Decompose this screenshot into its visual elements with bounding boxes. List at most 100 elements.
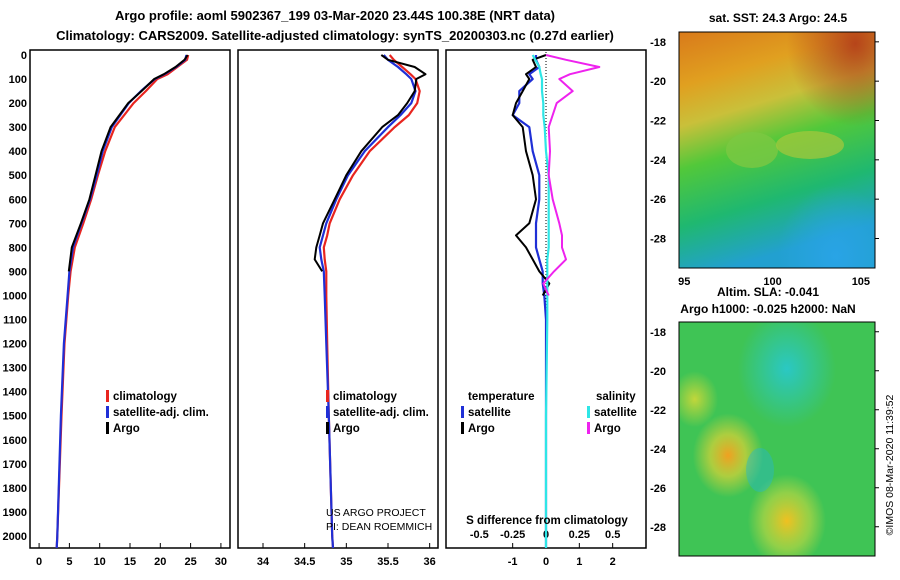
depth-axis: 0 100 200 300 400 500 600 700 800 900 1000 1100 1200…	[3, 50, 451, 543]
depth-tick-label: 1100	[3, 315, 27, 327]
salinity-diff-tick-label: -0.25	[500, 529, 525, 541]
legend-swatch-sal-argo	[587, 422, 590, 434]
lat-tick-label: -20	[650, 366, 666, 378]
legend-swatch-temp-satellite	[461, 406, 464, 418]
legend-swatch-satellite-adj	[326, 406, 329, 418]
depth-tick-label: 1900	[3, 507, 27, 519]
difference-subtitle: S difference from climatology	[466, 515, 628, 527]
series-line-salinity-satellite	[531, 54, 550, 548]
legend-swatch-argo	[106, 422, 109, 434]
x-tick-label: 5	[66, 556, 72, 568]
depth-tick-label: 1800	[3, 483, 27, 495]
salinity-diff-tick-label: 0.5	[605, 529, 620, 541]
legend-label-temp-argo: Argo	[468, 423, 495, 435]
salinity-diff-tick-label: 0.25	[569, 529, 590, 541]
sla-map-title-1: Altim. SLA: -0.041	[717, 285, 819, 299]
legend-label-satellite-adj: satellite-adj. clim.	[113, 407, 209, 419]
x-tick-label: -1	[508, 556, 518, 568]
lat-tick-label: -22	[650, 405, 666, 417]
lat-tick-label: -18	[650, 37, 666, 49]
lat-tick-label: -28	[650, 234, 666, 246]
sla-map	[678, 321, 876, 557]
project-credit: US ARGO PROJECT	[326, 507, 426, 519]
legend-swatch-climatology	[326, 390, 329, 402]
x-tick-label: 36	[424, 556, 436, 568]
x-tick-label: 25	[184, 556, 196, 568]
sst-map-axis: -18 -20 -22 -24 -26 -28 95 100 105	[650, 37, 879, 288]
depth-tick-label: 1000	[3, 290, 27, 302]
lat-tick-label: -28	[650, 522, 666, 534]
legend-label-argo: Argo	[113, 423, 140, 435]
title-line-2: Climatology: CARS2009. Satellite-adjuste…	[56, 28, 614, 43]
sst-map-frame	[678, 31, 876, 269]
salinity-panel	[237, 49, 439, 549]
legend-label-sal-satellite: satellite	[594, 407, 637, 419]
legend-label-climatology: climatology	[333, 391, 398, 403]
sla-map-title-2: Argo h1000: -0.025 h2000: NaN	[680, 302, 855, 316]
pi-credit: PI: DEAN ROEMMICH	[326, 521, 432, 533]
series-line-satellite-adj-clim-	[318, 54, 417, 549]
x-tick-label: 0	[36, 556, 42, 568]
depth-tick-label: 600	[9, 194, 27, 206]
x-tick-label: 35	[340, 556, 352, 568]
depth-tick-label: 900	[9, 266, 27, 278]
series-line-salinity-argo	[542, 54, 601, 296]
depth-tick-label: 1300	[3, 363, 27, 375]
x-tick-label: 20	[154, 556, 166, 568]
sst-map-title: sat. SST: 24.3 Argo: 24.5	[709, 11, 848, 25]
x-tick-label: 2	[610, 556, 616, 568]
series-line-argo	[313, 54, 427, 272]
lat-tick-label: -26	[650, 194, 666, 206]
series-line-argo	[67, 54, 189, 272]
series-line-temperature-satellite	[511, 55, 548, 548]
temperature-legend: climatology satellite-adj. clim. Argo	[106, 390, 209, 435]
depth-tick-label: 1500	[3, 411, 27, 423]
salinity-plot-area: 34 34.5 35 35.5 36	[257, 54, 436, 568]
legend-swatch-argo	[326, 422, 329, 434]
sst-olive-patch	[776, 131, 844, 159]
x-tick-label: 1	[576, 556, 582, 568]
lat-tick-label: -20	[650, 76, 666, 88]
series-line-climatology	[322, 54, 421, 549]
lon-tick-label: 100	[763, 276, 781, 288]
lat-tick-label: -22	[650, 116, 666, 128]
title-line-1: Argo profile: aoml 5902367_199 03-Mar-20…	[115, 8, 555, 23]
depth-tick-label: 0	[21, 50, 27, 62]
depth-tick-label: 400	[9, 146, 27, 158]
depth-tick-label: 1600	[3, 435, 27, 447]
lat-tick-label: -24	[650, 155, 667, 167]
legend-label-climatology: climatology	[113, 391, 178, 403]
lon-tick-label: 95	[678, 276, 690, 288]
depth-tick-label: 1200	[3, 339, 27, 351]
legend-swatch-satellite-adj	[106, 406, 109, 418]
legend-label-satellite-adj: satellite-adj. clim.	[333, 407, 429, 419]
salinity-legend: climatology satellite-adj. clim. Argo	[326, 390, 429, 435]
temperature-plot-area: 0 5 10 15 20 25 30	[36, 54, 227, 568]
imos-timestamp: ©IMOS 08-Mar-2020 11:39:52	[884, 395, 896, 536]
salinity-diff-tick-label: -0.5	[470, 529, 489, 541]
sla-map-frame	[678, 321, 876, 557]
lat-tick-label: -18	[650, 327, 666, 339]
sla-map-axis: -18 -20 -22 -24 -26 -28	[650, 327, 879, 534]
difference-legend: temperature satellite Argo salinity sate…	[461, 391, 637, 435]
x-tick-label: 35.5	[377, 556, 398, 568]
depth-tick-label: 500	[9, 170, 27, 182]
x-tick-label: 0	[543, 556, 549, 568]
depth-tick-label: 1400	[3, 387, 27, 399]
depth-tick-label: 700	[9, 218, 27, 230]
depth-tick-label: 200	[9, 98, 27, 110]
sla-cyan-patch	[746, 448, 774, 492]
temperature-panel	[29, 49, 231, 549]
legend-label-temp-satellite: satellite	[468, 407, 511, 419]
x-tick-label: 34	[257, 556, 270, 568]
depth-tick-label: 300	[9, 122, 27, 134]
sst-green-patch	[726, 132, 778, 168]
depth-tick-label: 2000	[3, 531, 27, 543]
lat-tick-label: -24	[650, 444, 667, 456]
legend-title-salinity: salinity	[596, 391, 636, 403]
legend-label-argo: Argo	[333, 423, 360, 435]
x-tick-label: 10	[94, 556, 106, 568]
legend-title-temperature: temperature	[468, 391, 534, 403]
